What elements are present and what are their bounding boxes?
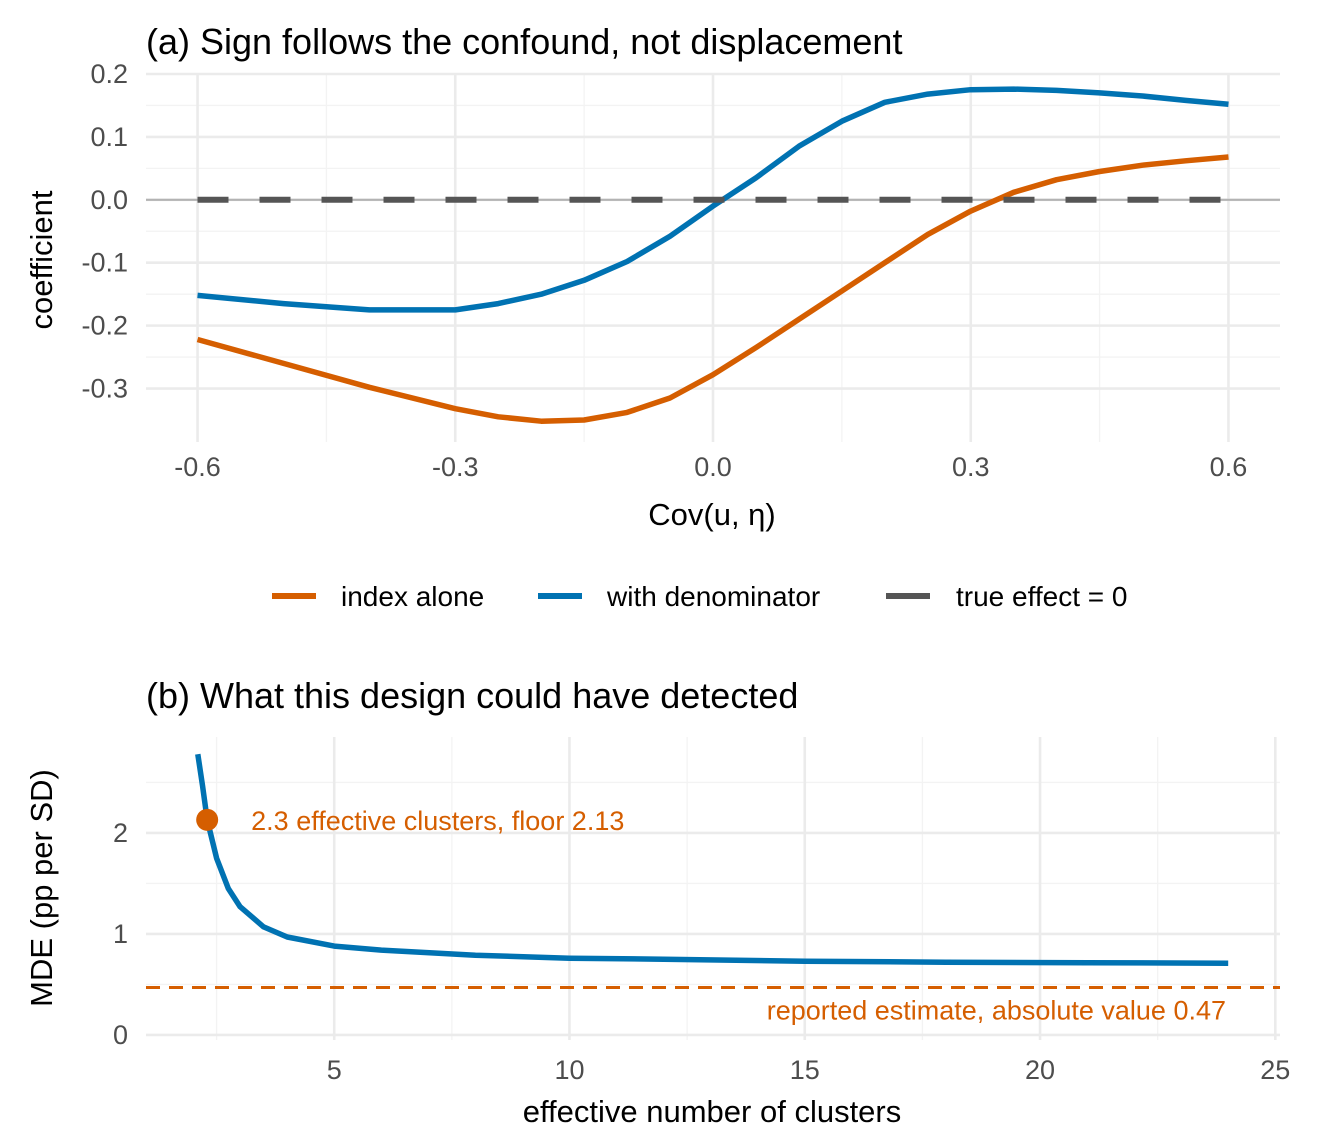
panel-b-x-tick-label: 15 [790,1055,820,1085]
legend-label-true-effect: true effect = 0 [956,581,1128,612]
panel-a-x-tick-label: -0.6 [174,452,221,482]
panel-b-y-tick-label: 2 [113,818,128,848]
panel-a-x-tick-label: -0.3 [432,452,479,482]
panel-a-series-index-alone [196,154,1229,424]
panel-b-highlight-point [196,808,219,831]
panel-a-x-tick-label: 0.0 [694,452,732,482]
panel-a-y-tick-label: -0.1 [81,248,128,278]
panel-b-x-tick-label: 25 [1260,1055,1290,1085]
panel-b-y-tick-label: 0 [113,1020,128,1050]
panel-b-highlight: 2.3 effective clusters, floor 2.13 [196,806,624,836]
panel-a-x-tick-label: 0.3 [952,452,990,482]
panel-a-y-tick-label: -0.2 [81,311,128,341]
panel-b-title: (b) What this design could have detected [146,675,798,716]
panel-a-y-axis-title: coefficient [24,190,59,329]
panel-a: (a) Sign follows the confound, not displ… [24,21,1280,532]
panel-a-y-tick-label: -0.3 [81,374,128,404]
panel-a-series-with-denominator [197,86,1229,313]
panel-a-y-tick-label: 0.1 [90,122,128,152]
panel-a-x-axis-title: Cov(u, η) [648,497,775,532]
panel-a-x-tick-label: 0.6 [1210,452,1248,482]
panel-b-x-tick-label: 5 [327,1055,342,1085]
panel-b-highlight-label: 2.3 effective clusters, floor 2.13 [251,806,624,836]
panel-b-x-tick-label: 20 [1025,1055,1055,1085]
panel-b-y-tick-label: 1 [113,919,128,949]
panel-b-series [195,753,1229,966]
panel-a-x-tick-labels: -0.6 -0.3 0.0 0.3 0.6 [174,452,1247,482]
panel-b-reported-estimate-label: reported estimate, absolute value 0.47 [767,995,1226,1025]
panel-a-series [196,86,1229,424]
panel-b-series-mde [195,753,1229,966]
panel-a-y-tick-labels: 0.2 0.1 0.0 -0.1 -0.2 -0.3 [81,59,128,404]
panel-b-grid [146,737,1280,1040]
panel-b-x-tick-label: 10 [554,1055,584,1085]
panel-b-y-axis-title: MDE (pp per SD) [24,769,59,1007]
panel-b-x-tick-labels: 5 10 15 20 25 [327,1055,1291,1085]
panel-b: (b) What this design could have detected… [24,675,1290,1129]
panel-a-grid [146,72,1280,442]
legend: index alone with denominator true effect… [272,581,1128,612]
panel-a-title: (a) Sign follows the confound, not displ… [146,21,902,62]
legend-label-index-alone: index alone [341,581,484,612]
panel-b-y-tick-labels: 0 1 2 [113,818,128,1050]
panel-b-x-axis-title: effective number of clusters [523,1094,902,1129]
panel-b-reference-line: reported estimate, absolute value 0.47 [146,985,1280,1025]
panel-a-y-tick-label: 0.0 [90,185,128,215]
panel-a-y-tick-label: 0.2 [90,59,128,89]
legend-label-with-denominator: with denominator [606,581,820,612]
